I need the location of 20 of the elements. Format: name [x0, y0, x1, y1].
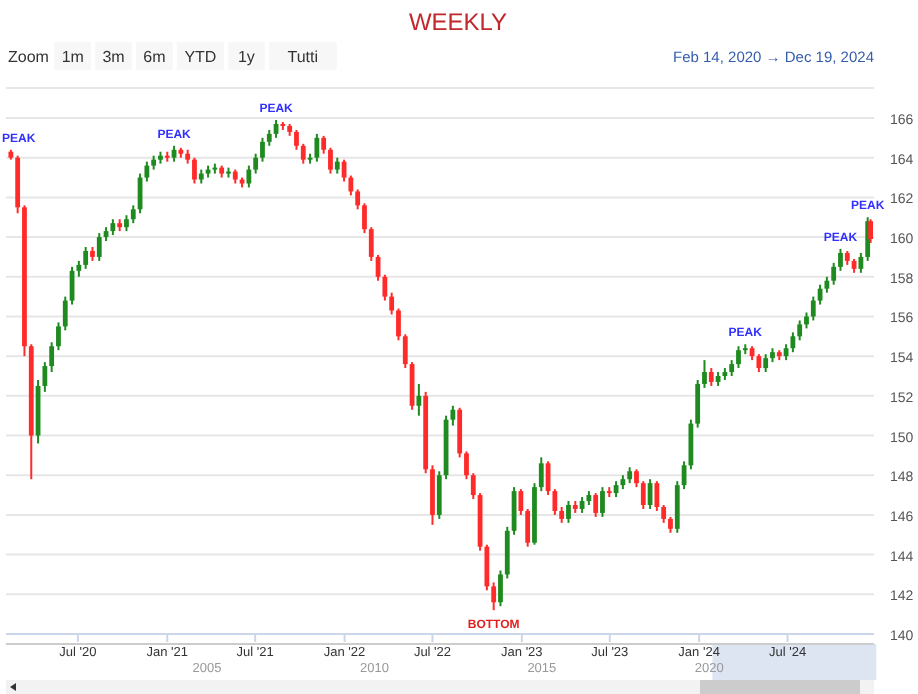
candlestick	[736, 345, 741, 370]
text: 1m	[61, 48, 85, 66]
candlestick	[593, 492, 599, 518]
candlestick	[246, 164, 252, 189]
candlestick	[790, 331, 796, 354]
candlestick	[314, 132, 320, 163]
candlestick	[83, 246, 89, 270]
text: 6m	[143, 48, 167, 66]
text: Tutti	[287, 48, 319, 66]
text: 1y	[237, 48, 255, 66]
candlestick	[96, 232, 102, 262]
text: Zoom	[8, 48, 50, 66]
text: YTD	[184, 48, 217, 66]
candlestick	[654, 480, 660, 512]
candlestick	[192, 156, 197, 185]
candlestick	[566, 500, 571, 524]
chart-title: WEEKLY	[408, 8, 508, 36]
candlestick	[416, 382, 422, 417]
candlestick	[600, 486, 605, 518]
text: 3m	[102, 48, 126, 66]
